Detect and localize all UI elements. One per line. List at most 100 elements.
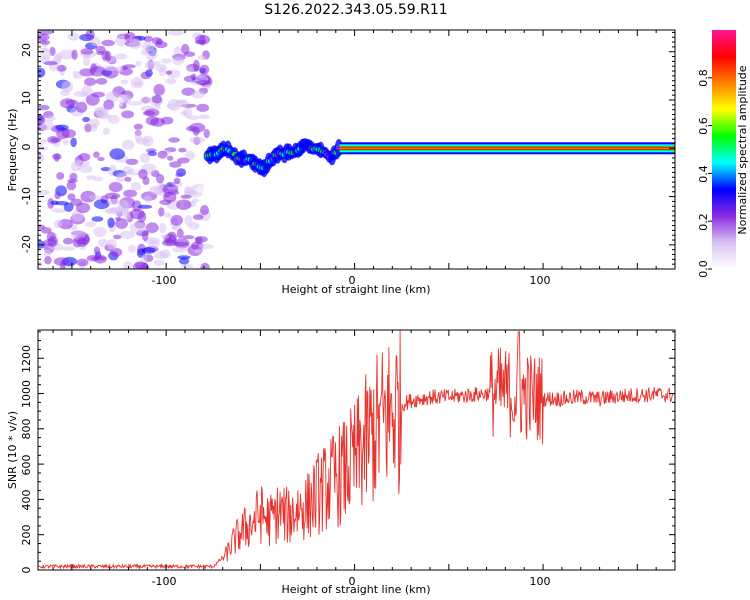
noise-blob (130, 182, 142, 191)
noise-blob (161, 239, 178, 247)
figure-title: S126.2022.343.05.59.R11 (264, 2, 447, 18)
noise-blob (61, 80, 74, 93)
noise-blob (75, 101, 88, 113)
noise-blob (93, 226, 107, 238)
noise-blob (137, 204, 153, 209)
noise-blob (129, 208, 145, 220)
noise-blob (159, 222, 167, 234)
colorbar-tick-label: 0.0 (697, 260, 710, 278)
noise-blob (115, 35, 127, 47)
noise-blob (184, 150, 195, 161)
noise-blob (38, 146, 49, 152)
noise-blob (107, 217, 115, 228)
noise-blob (47, 236, 58, 247)
noise-blob (138, 169, 148, 180)
noise-blob (140, 255, 148, 263)
noise-blob (89, 118, 100, 128)
noise-blob (82, 116, 90, 123)
snr-ytick-label: 1200 (20, 345, 33, 373)
noise-blob (168, 137, 180, 143)
noise-blob (196, 184, 204, 194)
noise-blob (199, 64, 210, 75)
noise-blob (196, 80, 211, 86)
noise-blob (176, 199, 192, 211)
snr-marks (38, 330, 675, 570)
noise-blob (173, 177, 181, 184)
noise-blob (198, 114, 210, 120)
snr-ytick-label: 600 (20, 455, 33, 476)
noise-blob (46, 115, 56, 122)
noise-blob (122, 139, 135, 150)
spectrogram-xlabel: Height of straight line (km) (281, 283, 430, 296)
noise-blob (165, 70, 173, 75)
noise-blob (44, 256, 52, 265)
noise-blob (186, 115, 200, 120)
noise-blob (118, 199, 130, 212)
noise-blob (66, 180, 77, 191)
noise-blob (53, 219, 63, 229)
noise-blob (145, 222, 159, 233)
noise-blob (38, 189, 50, 196)
noise-blob (90, 36, 101, 47)
noise-blob (127, 101, 143, 106)
noise-blob (90, 63, 98, 73)
noise-blob (145, 48, 158, 61)
noise-blob (112, 234, 122, 240)
noise-blob (200, 205, 209, 216)
noise-blob (116, 66, 123, 73)
noise-blob (173, 46, 182, 55)
noise-blob (115, 216, 122, 221)
noise-blob (93, 246, 100, 256)
noise-blob (62, 139, 70, 146)
noise-blob (191, 90, 206, 99)
noise-blob (38, 153, 45, 164)
noise-blob (153, 259, 165, 266)
spectrogram-xtick-label: 100 (530, 274, 551, 287)
colorbar-tick-label: 0.2 (697, 213, 710, 231)
noise-blob (84, 77, 97, 87)
noise-blob (107, 199, 121, 205)
snr-ticks (38, 330, 676, 571)
colorbar: 0.0 0.2 0.4 0.6 0.8 Normalized spectral … (697, 30, 749, 278)
noise-blob (101, 39, 115, 47)
noise-blob (151, 94, 162, 104)
noise-blob (180, 194, 192, 199)
noise-blob (172, 56, 184, 66)
noise-blob (84, 123, 92, 133)
noise-blob (177, 157, 190, 164)
noise-blob (111, 122, 122, 134)
noise-blob (174, 238, 190, 249)
noise-blob (108, 181, 123, 193)
noise-blob (195, 39, 207, 45)
noise-blob (67, 32, 80, 41)
noise-blob (54, 191, 61, 200)
spectrogram-ytick-label: -10 (20, 187, 33, 205)
noise-blob (139, 97, 152, 104)
noise-blob (171, 247, 188, 253)
noise-blob (195, 236, 203, 245)
noise-blob (43, 61, 58, 66)
noise-blob (180, 43, 190, 55)
noise-blob (78, 165, 93, 174)
noise-blob (56, 172, 65, 180)
snr-ytick-label: 1000 (20, 380, 33, 408)
noise-blob (183, 106, 193, 119)
noise-blob (38, 261, 44, 269)
snr-xtick-label: 100 (530, 575, 551, 588)
noise-blob (82, 54, 91, 67)
snr-ytick-label: 400 (20, 490, 33, 511)
noise-blob (139, 152, 151, 164)
snr-ylabel: SNR (10 * v/v) (6, 411, 19, 489)
noise-blob (62, 237, 74, 245)
noise-blob (93, 254, 107, 264)
noise-blob (70, 137, 77, 148)
noise-blob (142, 110, 156, 116)
noise-blob (203, 128, 210, 139)
noise-blob (73, 60, 81, 72)
noise-blob (109, 247, 123, 257)
noise-blob (106, 208, 116, 214)
noise-blob (38, 67, 46, 78)
noise-blob (141, 41, 155, 52)
noise-blob (97, 238, 109, 248)
spectrogram-ytick-label: 20 (20, 43, 33, 57)
